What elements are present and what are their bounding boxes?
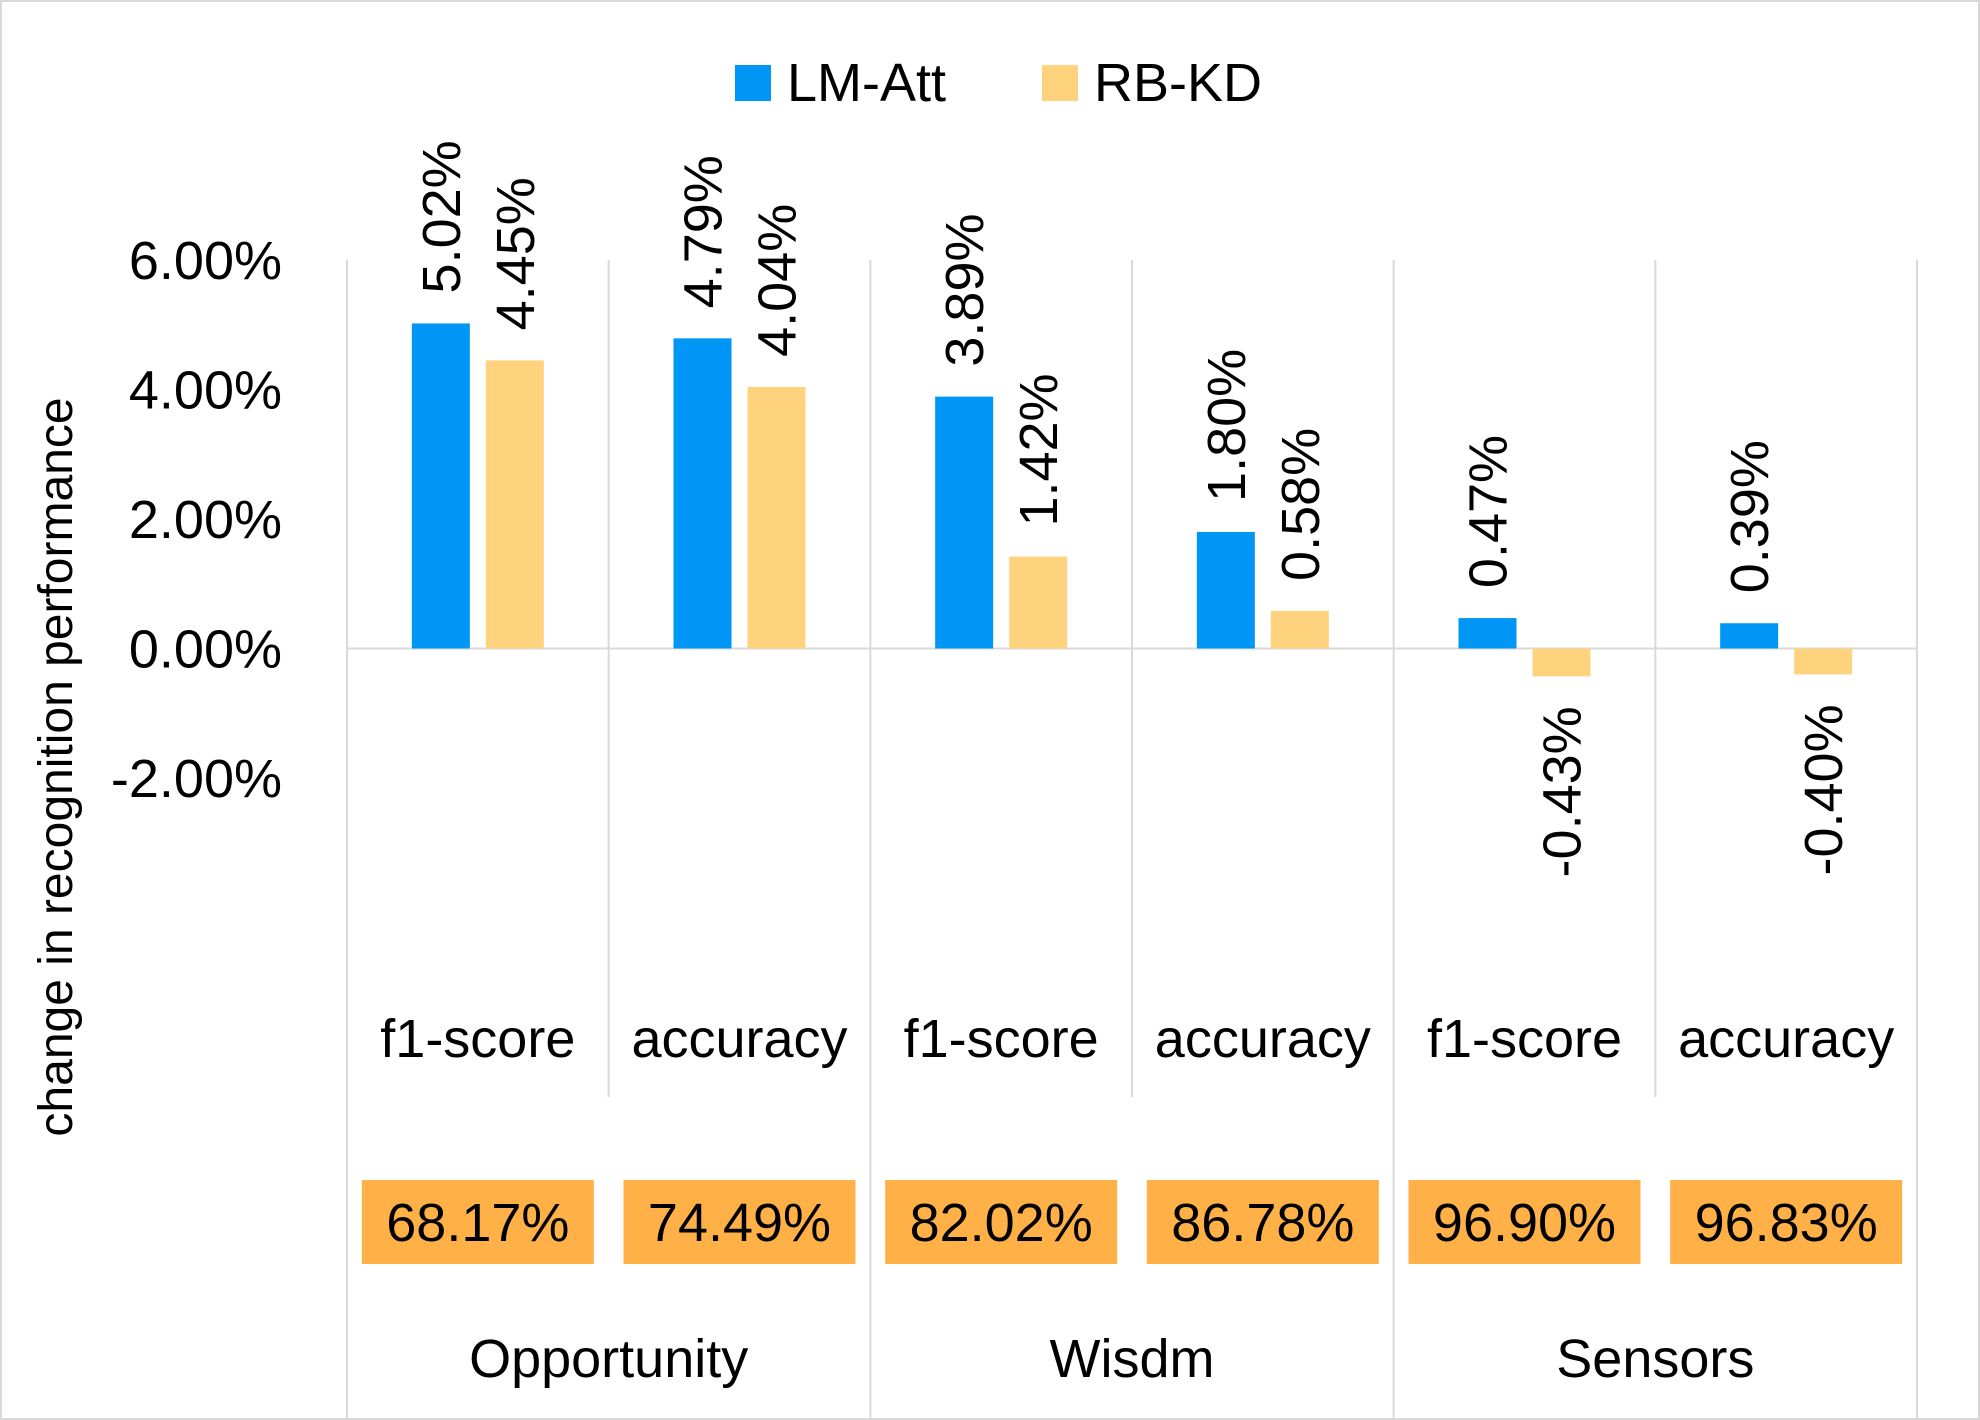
legend: LM-Att RB-KD	[735, 53, 1262, 113]
group-label-2: Sensors	[1556, 1329, 1754, 1389]
baseline-box-1	[623, 1180, 856, 1264]
bar-rb-kd-4	[1532, 648, 1591, 677]
y-tick-label-2: 2.00%	[129, 490, 282, 550]
baseline-box-3	[1146, 1180, 1379, 1264]
y-tick-label-3: 0.00%	[129, 620, 282, 680]
data-label-rb-kd-2: 1.42%	[1009, 373, 1069, 526]
data-label-lm-att-1: 4.79%	[674, 155, 734, 308]
y-axis-title: change in recognition performance	[30, 397, 83, 1136]
data-label-lm-att-2: 3.89%	[935, 213, 995, 366]
bar-lm-att-1	[673, 338, 732, 649]
bar-lm-att-0	[411, 323, 470, 649]
y-tick-label-1: 4.00%	[129, 361, 282, 421]
bars	[411, 323, 1853, 677]
group-label-0: Opportunity	[469, 1329, 748, 1389]
category-label-5: accuracy	[1678, 1009, 1894, 1069]
bar-lm-att-3	[1196, 531, 1255, 649]
x-axis-categories: f1-score 68.17% accuracy 74.49% f1-score 82.0…	[361, 1009, 1903, 1389]
y-tick-label-0: 6.00%	[129, 231, 282, 291]
baseline-box-0	[361, 1180, 594, 1264]
group-label-1: Wisdm	[1050, 1329, 1215, 1389]
category-label-1: accuracy	[631, 1009, 847, 1069]
baseline-value-5: 96.83%	[1695, 1193, 1878, 1253]
baseline-value-0: 68.17%	[386, 1193, 569, 1253]
baseline-box-5	[1670, 1180, 1903, 1264]
data-label-lm-att-0: 5.02%	[412, 140, 472, 293]
baseline-value-1: 74.49%	[648, 1193, 831, 1253]
baseline-box-4	[1408, 1180, 1641, 1264]
category-label-2: f1-score	[904, 1009, 1099, 1069]
bar-rb-kd-2	[1009, 556, 1068, 649]
data-label-lm-att-5: 0.39%	[1720, 440, 1780, 593]
legend-label-1: RB-KD	[1094, 53, 1262, 113]
bar-lm-att-5	[1720, 623, 1779, 649]
data-label-rb-kd-1: 4.04%	[748, 204, 808, 357]
bar-rb-kd-3	[1270, 610, 1329, 649]
data-label-rb-kd-3: 0.58%	[1271, 428, 1331, 581]
data-label-lm-att-3: 1.80%	[1197, 349, 1257, 502]
legend-swatch-0	[735, 65, 771, 101]
baseline-value-3: 86.78%	[1171, 1193, 1354, 1253]
data-label-lm-att-4: 0.47%	[1459, 435, 1519, 588]
legend-swatch-1	[1042, 65, 1078, 101]
y-tick-label-4: -2.00%	[111, 749, 282, 809]
baseline-value-4: 96.90%	[1433, 1193, 1616, 1253]
y-axis: 6.00% 4.00% 2.00% 0.00% -2.00% change in reco…	[30, 231, 282, 1137]
bar-rb-kd-0	[485, 360, 544, 649]
bar-lm-att-4	[1458, 618, 1517, 649]
category-separators	[346, 260, 1918, 1418]
category-label-3: accuracy	[1155, 1009, 1371, 1069]
bar-rb-kd-5	[1794, 648, 1853, 675]
data-labels: 5.02% 4.45% 4.79% 4.04% 3.89%1.42% 1.80%0.58%…	[412, 140, 1854, 877]
data-label-rb-kd-5: -0.40%	[1794, 704, 1854, 875]
baseline-box-2	[885, 1180, 1118, 1264]
data-label-rb-kd-4: -0.43%	[1533, 706, 1593, 877]
category-label-4: f1-score	[1427, 1009, 1622, 1069]
baseline-value-2: 82.02%	[910, 1193, 1093, 1253]
data-label-rb-kd-0: 4.45%	[486, 177, 546, 330]
bar-rb-kd-1	[747, 386, 806, 649]
category-label-0: f1-score	[380, 1009, 575, 1069]
legend-label-0: LM-Att	[787, 53, 946, 113]
bar-lm-att-2	[935, 396, 994, 649]
